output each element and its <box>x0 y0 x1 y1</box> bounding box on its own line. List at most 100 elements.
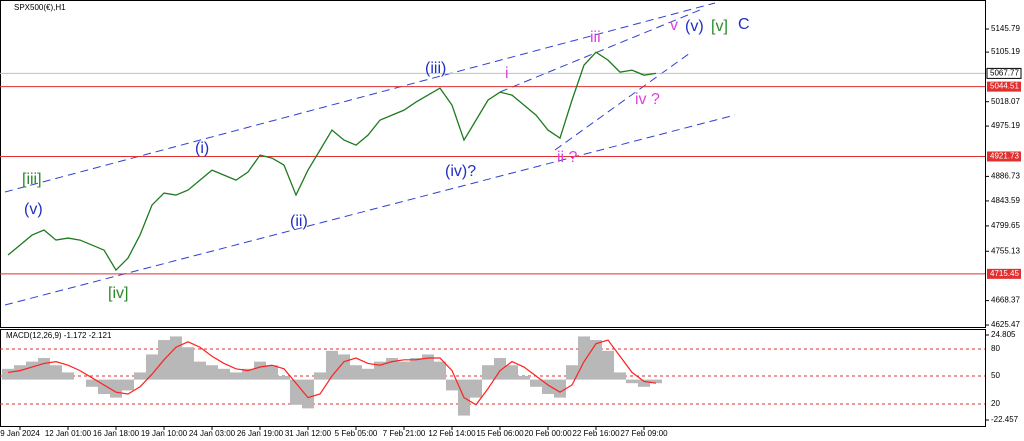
macd-bar <box>62 372 74 380</box>
macd-bar <box>578 336 590 380</box>
x-tick-label: 19 Jan 10:00 <box>141 429 188 438</box>
macd-level-label: 80 <box>991 344 1000 353</box>
macd-bar <box>530 379 542 387</box>
current-price-label: 5067.77 <box>990 69 1019 78</box>
macd-bar <box>398 361 410 380</box>
wave-label: (i) <box>195 140 209 157</box>
wave-label: (v) <box>685 18 704 35</box>
macd-bar <box>254 361 266 380</box>
x-tick-label: 5 Feb 05:00 <box>335 429 378 438</box>
macd-bar <box>182 347 194 380</box>
macd-bar <box>410 358 422 380</box>
trend-line <box>554 52 691 151</box>
chart-title: SPX500(€),H1 <box>14 3 66 12</box>
wave-label: i <box>505 65 509 82</box>
x-tick-label: 15 Feb 06:00 <box>476 429 524 438</box>
current-price-tag <box>986 67 1022 79</box>
wave-label: [iii] <box>22 171 42 188</box>
wave-label: (v) <box>24 201 43 218</box>
wave-label: (ii) <box>290 213 308 230</box>
macd-bar <box>470 379 482 398</box>
macd-bar <box>242 368 254 380</box>
x-tick-label: 31 Jan 12:00 <box>285 429 332 438</box>
wave-label: (iv)? <box>445 163 476 180</box>
y-tick-label: 4625.47 <box>991 320 1020 329</box>
trend-lines <box>4 2 736 306</box>
y-tick-label: 4843.59 <box>991 196 1020 205</box>
trend-line <box>4 114 736 306</box>
wave-label: iii <box>590 29 601 46</box>
macd-bar <box>2 368 14 380</box>
y-tick-label: 4886.73 <box>991 172 1020 181</box>
macd-bar <box>446 379 458 391</box>
macd-bar <box>146 354 158 380</box>
macd-bar <box>362 368 374 380</box>
y-tick-label: 24.805 <box>991 330 1016 339</box>
x-tick-label: 22 Feb 16:00 <box>572 429 620 438</box>
macd-bar <box>638 379 650 387</box>
macd-title: MACD(12,26,9) -1.172 -2.121 <box>6 331 112 340</box>
level-tag <box>987 81 1021 92</box>
x-tick-label: 12 Feb 14:00 <box>428 429 476 438</box>
macd-bar <box>482 365 494 380</box>
wave-label: ii ? <box>557 149 578 166</box>
macd-bar <box>134 372 146 380</box>
x-tick-label: 27 Feb 09:00 <box>620 429 668 438</box>
macd-bar <box>266 365 278 380</box>
macd-bar <box>302 379 314 409</box>
y-tick-label: 5105.19 <box>991 47 1020 56</box>
price-line <box>7 51 657 272</box>
x-tick-label: 26 Jan 19:00 <box>237 429 284 438</box>
macd-bar <box>86 379 98 387</box>
level-label: 4715.45 <box>990 269 1019 278</box>
trend-line <box>499 9 701 93</box>
macd-level-label: 50 <box>991 371 1000 380</box>
macd-bar <box>434 361 446 380</box>
macd-bar <box>602 350 614 380</box>
macd-bar <box>218 368 230 380</box>
x-tick-label: 16 Jan 18:00 <box>93 429 140 438</box>
y-tick-label: 5145.79 <box>991 24 1020 33</box>
macd-bar <box>650 379 662 384</box>
signal-line <box>7 339 657 406</box>
macd-bar <box>590 340 602 380</box>
macd-bar <box>230 372 242 380</box>
level-tag <box>987 151 1021 162</box>
macd-bar <box>278 376 290 380</box>
x-tick-label: 24 Jan 03:00 <box>189 429 236 438</box>
macd-bar <box>314 372 326 380</box>
level-label: 4921.73 <box>990 152 1019 161</box>
macd-bar <box>518 376 530 380</box>
x-tick-label: 9 Jan 2024 <box>0 429 40 438</box>
macd-bar <box>566 365 578 380</box>
macd-bar <box>506 365 518 380</box>
y-tick-label: 4755.13 <box>991 246 1020 255</box>
y-tick-label: 5018.07 <box>991 97 1020 106</box>
macd-bar <box>626 379 638 384</box>
macd-bar <box>14 365 26 380</box>
macd-bar <box>614 372 626 380</box>
y-tick-label: 4799.65 <box>991 221 1020 230</box>
macd-bar <box>170 336 182 380</box>
macd-bar <box>554 379 566 398</box>
macd-level-label: 20 <box>991 399 1000 408</box>
wave-label: (iii) <box>425 60 446 77</box>
wave-label: [iv] <box>108 285 128 302</box>
macd-bar <box>194 361 206 380</box>
trend-line <box>4 2 716 193</box>
wave-label: C <box>738 16 750 33</box>
macd-bar <box>374 361 386 380</box>
y-tick-label: 4975.19 <box>991 121 1020 130</box>
wave-label: iv ? <box>635 91 660 108</box>
macd-bar <box>38 358 50 380</box>
level-tag <box>987 268 1021 279</box>
macd-bar <box>26 361 38 380</box>
y-tick-label: 4668.37 <box>991 296 1020 305</box>
macd-bar <box>110 379 122 398</box>
macd-bar <box>206 365 218 380</box>
macd-bar <box>98 379 110 394</box>
macd-bar <box>122 379 134 391</box>
macd-bar <box>50 365 62 380</box>
wave-label: [v] <box>711 18 728 35</box>
